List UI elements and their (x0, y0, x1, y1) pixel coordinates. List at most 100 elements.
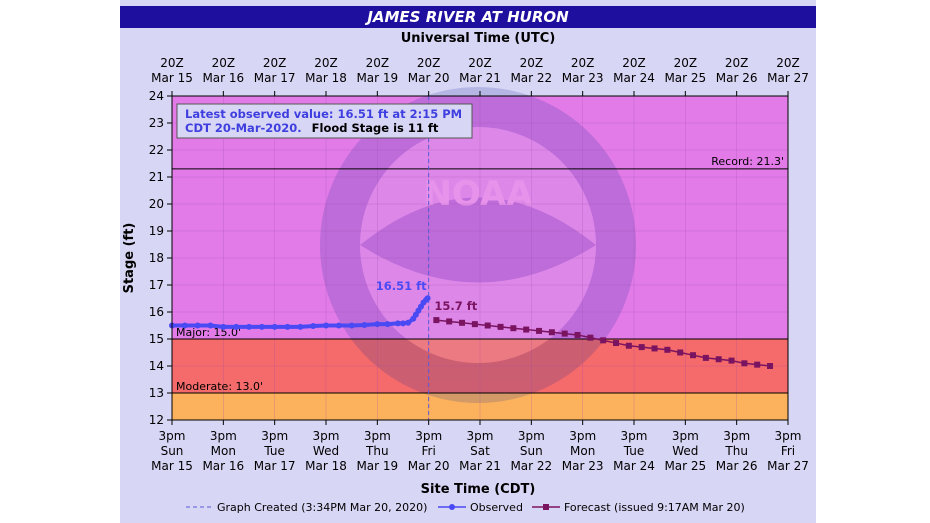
forecast-point (767, 363, 774, 369)
forecast-point (754, 361, 761, 368)
forecast-point (484, 322, 491, 329)
x-bottom-label-line2-8: Mon (570, 444, 595, 458)
legend-observed-label: Observed (470, 501, 523, 514)
x-bottom-label-line3-12: Mar 27 (767, 459, 809, 473)
x-bottom-label-line2-4: Thu (365, 444, 389, 458)
observed-point (400, 320, 406, 327)
x-bottom-label-line1-12: 3pm (775, 429, 802, 443)
x-bottom-label-line1-7: 3pm (518, 429, 545, 443)
x-bottom-label-line2-9: Tue (623, 444, 645, 458)
x-bottom-label-line3-6: Mar 21 (459, 459, 501, 473)
x-bottom-label-line2-12: Fri (781, 444, 795, 458)
observed-point (246, 323, 252, 330)
flood-band-1 (172, 339, 788, 393)
x-top-label-line1-5: 20Z (417, 56, 441, 70)
y-tick-label-0: 12 (149, 413, 164, 427)
threshold-label-0: Record: 21.3' (711, 155, 784, 168)
top-axis-title: Universal Time (UTC) (401, 31, 556, 46)
forecast-point (677, 349, 684, 356)
y-tick-label-1: 13 (149, 386, 164, 400)
latest-value-box: Latest observed value: 16.51 ft at 2:15 … (176, 103, 473, 139)
x-top-label-line2-10: Mar 25 (664, 71, 706, 85)
forecast-point (574, 331, 581, 338)
x-top-label-line2-0: Mar 15 (151, 71, 193, 85)
x-bottom-label-line3-0: Mar 15 (151, 459, 193, 473)
y-tick-label-12: 24 (149, 89, 164, 103)
x-top-label-line2-4: Mar 19 (356, 71, 398, 85)
observed-point (297, 323, 304, 330)
y-tick-label-9: 21 (149, 170, 164, 184)
x-bottom-label-line1-4: 3pm (364, 429, 391, 443)
x-bottom-label-line3-8: Mar 23 (562, 459, 604, 473)
x-top-label-line2-11: Mar 26 (716, 71, 758, 85)
forecast-point (664, 346, 671, 353)
x-top-label-line2-12: Mar 27 (767, 71, 809, 85)
title-bar: JAMES RIVER AT HURON (120, 6, 816, 28)
x-top-label-line2-5: Mar 20 (408, 71, 450, 85)
bottom-axis-title: Site Time (CDT) (421, 482, 536, 497)
x-bottom-label-line1-3: 3pm (313, 429, 340, 443)
observed-point (220, 323, 227, 330)
x-top-label-line1-6: 20Z (468, 56, 492, 70)
observed-point (394, 320, 401, 327)
x-top-label-line1-8: 20Z (571, 56, 595, 70)
forecast-point (702, 354, 709, 361)
watermark-gull-shape (360, 197, 596, 283)
x-bottom-label-line2-6: Sat (470, 444, 490, 458)
x-bottom-label-line1-10: 3pm (672, 429, 699, 443)
observed-point (323, 322, 329, 329)
forecast-point (715, 356, 722, 363)
latest-value-line2: CDT 20-Mar-2020. Flood Stage is 11 ft (185, 121, 439, 135)
observed-point (424, 295, 431, 302)
x-top-label-line2-2: Mar 17 (254, 71, 296, 85)
observed-point (284, 323, 291, 330)
y-tick-label-10: 22 (149, 143, 164, 157)
flood-stage-text: Flood Stage is 11 ft (312, 121, 439, 135)
x-bottom-label-line1-9: 3pm (621, 429, 648, 443)
x-bottom-label-line2-2: Tue (263, 444, 285, 458)
x-bottom-label-line3-9: Mar 24 (613, 459, 655, 473)
forecast-start-label: 15.7 ft (434, 299, 477, 313)
y-tick-label-7: 19 (149, 224, 164, 238)
x-top-label-line1-4: 20Z (366, 56, 390, 70)
forecast-point (536, 327, 543, 334)
watermark-inner-disc (360, 127, 596, 363)
observed-point (233, 323, 240, 330)
y-tick-label-6: 18 (149, 251, 164, 265)
forecast-point (741, 360, 748, 367)
forecast-point (497, 323, 504, 330)
x-top-label-line1-12: 20Z (776, 56, 800, 70)
observed-point (310, 323, 317, 330)
observed-point (194, 322, 201, 329)
forecast-point (510, 325, 517, 332)
x-top-label-line2-9: Mar 24 (613, 71, 655, 85)
x-bottom-label-line2-0: Sun (161, 444, 184, 458)
observed-point (374, 321, 381, 328)
forecast-point (625, 342, 632, 349)
x-bottom-label-line2-3: Wed (313, 444, 339, 458)
forecast-point (548, 329, 555, 336)
x-bottom-label-line3-11: Mar 26 (716, 459, 758, 473)
legend: Graph Created (3:34PM Mar 20, 2020) Obse… (186, 501, 745, 514)
forecast-point (638, 344, 645, 351)
y-tick-label-2: 14 (149, 359, 164, 373)
y-tick-label-4: 16 (149, 305, 164, 319)
x-bottom-label-line1-6: 3pm (467, 429, 494, 443)
observed-point (271, 323, 278, 330)
observed-point (361, 321, 368, 328)
forecast-point (613, 340, 620, 347)
y-tick-label-3: 15 (149, 332, 164, 346)
x-top-label-line2-6: Mar 21 (459, 71, 501, 85)
x-bottom-label-line3-1: Mar 16 (202, 459, 244, 473)
forecast-point (690, 352, 697, 359)
y-axis: 12 13 14 15 16 17 18 19 20 21 22 23 24 (149, 89, 172, 427)
observed-point (348, 322, 355, 329)
x-top-label-line2-1: Mar 16 (202, 71, 244, 85)
x-top-label-line1-3: 20Z (314, 56, 338, 70)
x-bottom-label-line1-0: 3pm (159, 429, 186, 443)
x-bottom-label-line3-10: Mar 25 (664, 459, 706, 473)
x-top-label-line1-9: 20Z (622, 56, 646, 70)
x-bottom-label-line3-7: Mar 22 (510, 459, 552, 473)
